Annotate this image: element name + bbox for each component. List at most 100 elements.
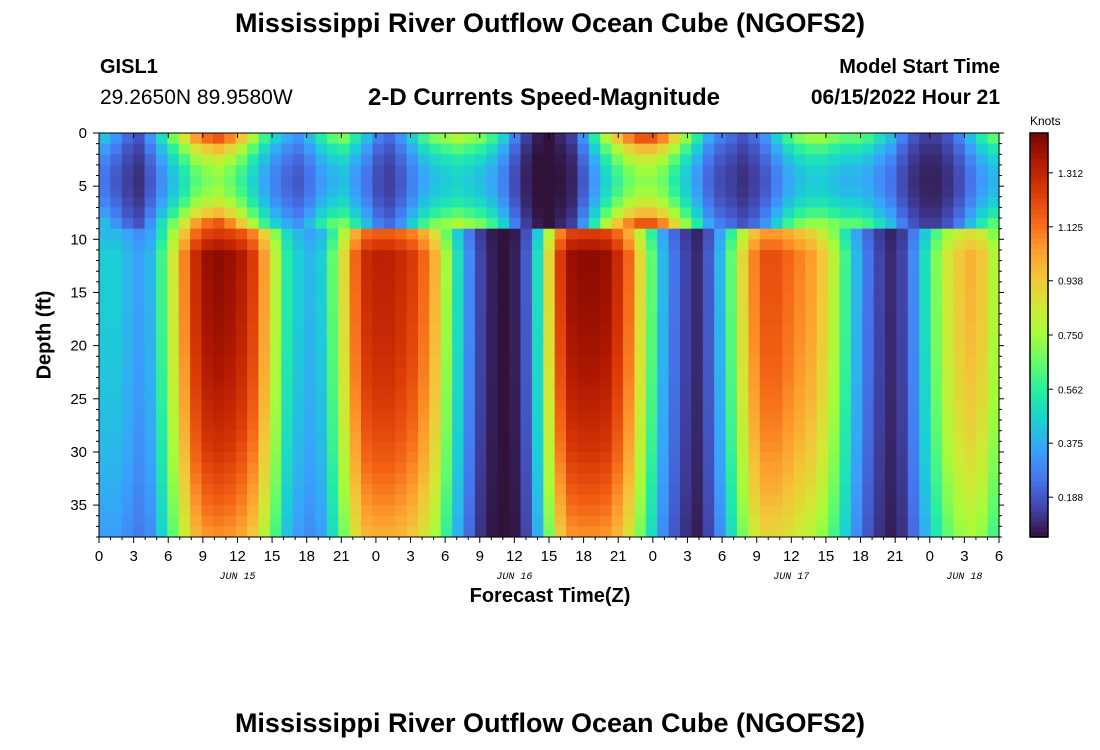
heat-cell — [520, 239, 533, 251]
colorbar-segment — [1030, 385, 1048, 392]
heat-cell — [793, 345, 806, 357]
heat-cell — [759, 515, 772, 527]
heat-cell — [212, 526, 225, 538]
heat-cell — [292, 505, 305, 517]
heat-cell — [793, 430, 806, 442]
heat-cell — [942, 505, 955, 517]
colorbar-segment — [1030, 420, 1048, 427]
heat-cell — [247, 515, 260, 527]
heat-cell — [349, 473, 362, 485]
heat-cell — [383, 345, 396, 357]
heat-cell — [816, 377, 829, 389]
heat-cell — [759, 420, 772, 432]
heat-cell — [315, 526, 328, 538]
heat-cell — [235, 388, 248, 400]
heat-cell — [953, 430, 966, 442]
heat-cell — [497, 409, 510, 421]
heat-cell — [429, 462, 442, 474]
heat-cell — [645, 451, 658, 464]
heat-cell — [497, 515, 510, 527]
heat-cell — [816, 388, 829, 400]
heat-cell — [531, 494, 544, 506]
heat-cell — [771, 207, 784, 219]
heat-cell — [554, 505, 567, 517]
heat-cell — [896, 239, 909, 251]
heat-cell — [121, 388, 134, 400]
heat-cell — [873, 133, 886, 145]
heat-cell — [247, 377, 260, 389]
heat-cell — [224, 335, 237, 347]
colorbar-segment — [1030, 329, 1048, 336]
heat-cell — [417, 526, 430, 538]
heat-cell — [691, 494, 704, 506]
heat-cell — [919, 271, 932, 283]
heat-cell — [258, 409, 271, 421]
heat-cell — [600, 143, 613, 155]
heat-cell — [736, 249, 749, 262]
colorbar-segment — [1030, 294, 1048, 301]
heat-cell — [896, 398, 909, 411]
heat-cell — [338, 356, 351, 368]
heat-cell — [361, 388, 374, 400]
heat-cell — [406, 335, 419, 347]
heat-cell — [577, 175, 590, 187]
heat-cell — [372, 494, 385, 506]
heat-cell — [839, 260, 852, 272]
heat-cell — [121, 324, 134, 336]
heat-cell — [862, 483, 875, 496]
heat-cell — [361, 154, 374, 166]
heat-cell — [531, 441, 544, 453]
heat-cell — [953, 175, 966, 187]
heat-cell — [680, 398, 692, 411]
heat-cell — [657, 366, 670, 379]
heat-cell — [828, 388, 841, 400]
heat-cell — [155, 494, 168, 506]
heat-cell — [634, 462, 647, 474]
heat-cell — [452, 281, 465, 294]
heat-cell — [736, 218, 749, 230]
heat-cell — [816, 441, 829, 453]
heat-cell — [953, 154, 966, 166]
heat-cell — [531, 207, 544, 219]
colorbar-segment — [1030, 279, 1048, 286]
heat-cell — [657, 388, 670, 400]
heat-cell — [702, 175, 715, 187]
heat-cell — [714, 164, 727, 177]
heat-cell — [144, 430, 157, 442]
heat-cell — [668, 356, 681, 368]
colorbar-segment — [1030, 269, 1048, 275]
heat-cell — [383, 228, 396, 240]
heat-cell — [144, 526, 157, 538]
heat-cell — [634, 196, 647, 209]
heat-cell — [645, 430, 658, 442]
heat-cell — [623, 483, 636, 496]
heat-cell — [520, 303, 533, 315]
heat-cell — [99, 164, 111, 177]
heat-cell — [611, 451, 624, 464]
heat-cell — [953, 186, 966, 198]
heat-cell — [964, 175, 977, 187]
heat-cell — [520, 388, 533, 400]
heat-cell — [828, 260, 841, 272]
heat-cell — [486, 313, 499, 325]
heat-cell — [235, 271, 248, 283]
heat-cell — [133, 196, 146, 209]
heat-cell — [736, 505, 749, 517]
heat-cell — [771, 271, 784, 283]
heat-cell — [566, 218, 579, 230]
heat-cell — [816, 164, 829, 177]
heat-cell — [839, 228, 852, 240]
heat-cell — [759, 303, 772, 315]
heat-cell — [828, 356, 841, 368]
heat-cell — [976, 207, 989, 219]
heat-cell — [588, 324, 601, 336]
heat-cell — [942, 249, 955, 262]
heat-cell — [782, 249, 795, 262]
heat-cell — [429, 483, 442, 496]
heat-cell — [554, 228, 567, 240]
heat-cell — [474, 271, 487, 283]
heat-cell — [383, 430, 396, 442]
heat-cell — [680, 483, 692, 496]
heat-cell — [896, 515, 909, 527]
heat-cell — [862, 260, 875, 272]
